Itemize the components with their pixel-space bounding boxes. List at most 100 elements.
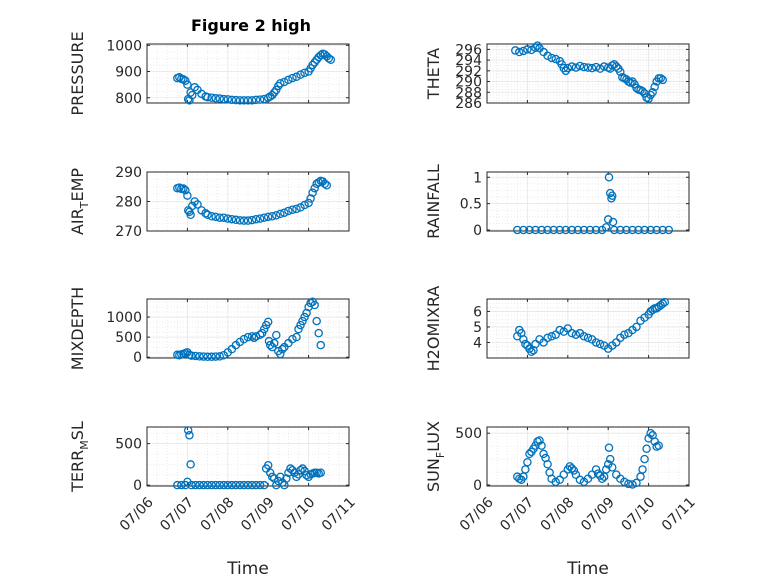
y-tick-label: 800 xyxy=(115,91,142,107)
data-point xyxy=(642,444,651,453)
data-point xyxy=(579,332,589,341)
x-axis-label: Time xyxy=(566,559,609,579)
y-tick-label: 900 xyxy=(115,65,142,81)
data-point xyxy=(316,468,325,477)
data-point xyxy=(300,200,309,210)
data-point xyxy=(632,322,641,332)
y-tick-label: 500 xyxy=(115,437,142,453)
data-point xyxy=(555,225,564,235)
data-point xyxy=(211,94,220,103)
data-point xyxy=(173,480,182,490)
data-point xyxy=(575,61,585,71)
y-axis-label-tail: SL xyxy=(68,421,87,440)
y-tick-label: 500 xyxy=(115,330,142,346)
data-point xyxy=(302,470,311,480)
data-point xyxy=(255,330,265,339)
data-point xyxy=(543,333,552,343)
data-point xyxy=(243,216,253,225)
data-point xyxy=(652,225,661,235)
data-point xyxy=(195,480,204,490)
data-point xyxy=(320,179,330,189)
data-point xyxy=(591,225,601,235)
y-axis-label-subscript: F xyxy=(434,452,447,458)
data-point xyxy=(640,454,649,464)
data-point xyxy=(294,324,303,334)
data-point xyxy=(316,51,325,60)
y-axis-label: H2OMIXRA xyxy=(424,286,443,372)
data-point xyxy=(559,470,569,479)
y-tick-label: 286 xyxy=(455,96,482,112)
data-point xyxy=(239,216,249,225)
data-point xyxy=(537,225,546,235)
data-point xyxy=(191,480,200,490)
data-point xyxy=(551,54,560,64)
data-point xyxy=(573,225,583,235)
y-axis-label-tail: LUX xyxy=(424,421,443,452)
axes-box xyxy=(146,298,350,359)
data-point xyxy=(203,480,212,490)
data-point xyxy=(276,349,285,359)
data-point xyxy=(620,330,629,339)
data-point xyxy=(185,431,194,440)
y-tick-label: 0 xyxy=(473,478,482,494)
data-point xyxy=(308,188,317,197)
y-axis-label: THETA xyxy=(424,48,443,100)
data-point xyxy=(215,480,224,490)
data-point xyxy=(190,83,199,92)
data-point xyxy=(628,480,637,489)
data-point xyxy=(664,225,674,235)
data-point xyxy=(531,441,540,450)
data-point xyxy=(296,465,305,475)
data-point xyxy=(280,77,289,87)
data-point xyxy=(300,68,309,78)
data-point xyxy=(263,460,273,470)
y-axis-label-subscript: M xyxy=(78,440,91,450)
data-point xyxy=(527,347,536,357)
data-point xyxy=(638,465,647,474)
data-point xyxy=(193,200,202,209)
data-point xyxy=(270,88,279,97)
data-point xyxy=(296,70,305,79)
y-tick-label: 0 xyxy=(133,478,142,494)
data-point xyxy=(235,216,245,225)
data-point xyxy=(579,225,589,235)
data-point xyxy=(247,480,257,490)
data-point xyxy=(219,94,229,104)
data-point xyxy=(616,225,625,235)
data-point xyxy=(511,46,520,55)
data-point xyxy=(231,480,241,490)
data-point xyxy=(300,312,309,322)
data-point xyxy=(628,225,637,235)
data-point xyxy=(314,178,323,187)
data-point xyxy=(298,316,307,326)
data-point xyxy=(215,352,224,361)
data-point xyxy=(179,184,188,193)
data-point xyxy=(243,96,253,105)
data-point xyxy=(231,95,241,105)
y-tick-label: 290 xyxy=(455,75,482,91)
data-point xyxy=(591,338,601,347)
subplot-6: 456 H2OMIXRA xyxy=(424,286,690,372)
y-tick-label: 296 xyxy=(455,42,482,58)
data-point xyxy=(525,449,534,459)
data-point xyxy=(567,225,577,235)
y-axis-label: AIRTEMP xyxy=(68,168,91,235)
data-point xyxy=(259,480,269,490)
data-point xyxy=(203,352,212,362)
data-point xyxy=(326,55,336,64)
y-axis-label-subscript: T xyxy=(78,201,91,209)
data-point xyxy=(605,188,615,198)
data-point xyxy=(591,62,601,72)
data-point xyxy=(310,183,319,193)
data-point xyxy=(239,480,249,490)
y-tick-label: 0 xyxy=(473,223,482,239)
data-point xyxy=(227,95,237,105)
data-point xyxy=(624,479,633,489)
y-axis-label-main: H2OMIXRA xyxy=(424,286,443,372)
subplot-4: 0 0.5 1 RAINFALL xyxy=(424,164,690,239)
data-point xyxy=(658,299,667,308)
data-point xyxy=(654,441,663,450)
data-point xyxy=(267,211,277,221)
data-point xyxy=(274,81,283,91)
